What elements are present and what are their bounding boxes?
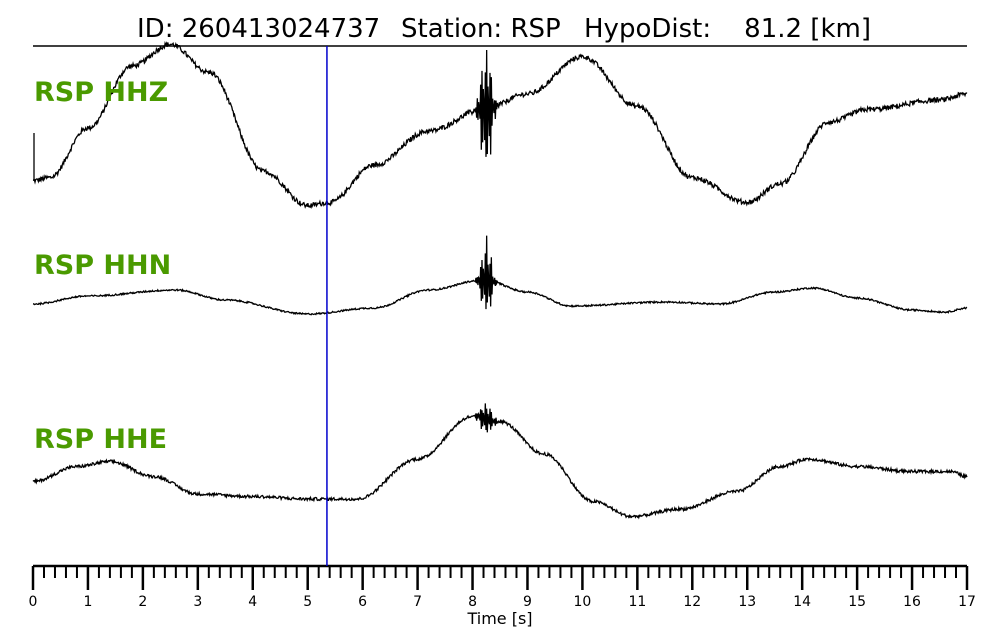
chart-title-distance: HypoDist: 81.2 [km] bbox=[584, 14, 871, 44]
tick-label: 0 bbox=[29, 594, 38, 610]
tick-label: 3 bbox=[193, 594, 202, 610]
tick-label: 9 bbox=[523, 594, 532, 610]
tick-label: 10 bbox=[573, 594, 591, 610]
trace-rsp-hhe bbox=[32, 403, 968, 520]
tick-label: 16 bbox=[903, 594, 921, 610]
tick-label: 5 bbox=[303, 594, 312, 610]
chart-title-id: ID: 260413024737 bbox=[137, 14, 380, 44]
tick-label: 6 bbox=[358, 594, 367, 610]
chart-title-station: Station: RSP bbox=[401, 14, 561, 44]
tick-label: 4 bbox=[248, 594, 257, 610]
tick-label: 13 bbox=[738, 594, 756, 610]
tick-label: 8 bbox=[468, 594, 477, 610]
channel-label-rsp-hhe: RSP HHE bbox=[34, 424, 167, 455]
tick-label: 2 bbox=[138, 594, 147, 610]
trace-group bbox=[32, 40, 968, 520]
channel-label-rsp-hhn: RSP HHN bbox=[34, 250, 171, 281]
x-axis-label: Time [s] bbox=[466, 609, 532, 628]
tick-label: 7 bbox=[413, 594, 422, 610]
time-axis: 0 1 2 3 4 5 6 7 8 9 10 11 12 13 14 15 16 17 bbox=[29, 564, 976, 610]
trace-rsp-hhn bbox=[32, 235, 968, 316]
channel-label-group: RSP HHZ RSP HHN RSP HHE bbox=[34, 77, 171, 455]
tick-label: 11 bbox=[628, 594, 646, 610]
tick-label: 14 bbox=[793, 594, 811, 610]
channel-label-rsp-hhz: RSP HHZ bbox=[34, 77, 168, 108]
trace-rsp-hhz bbox=[32, 40, 968, 209]
tick-label: 12 bbox=[683, 594, 701, 610]
tick-label: 1 bbox=[83, 594, 92, 610]
tick-label: 15 bbox=[848, 594, 866, 610]
tick-label: 17 bbox=[958, 594, 976, 610]
